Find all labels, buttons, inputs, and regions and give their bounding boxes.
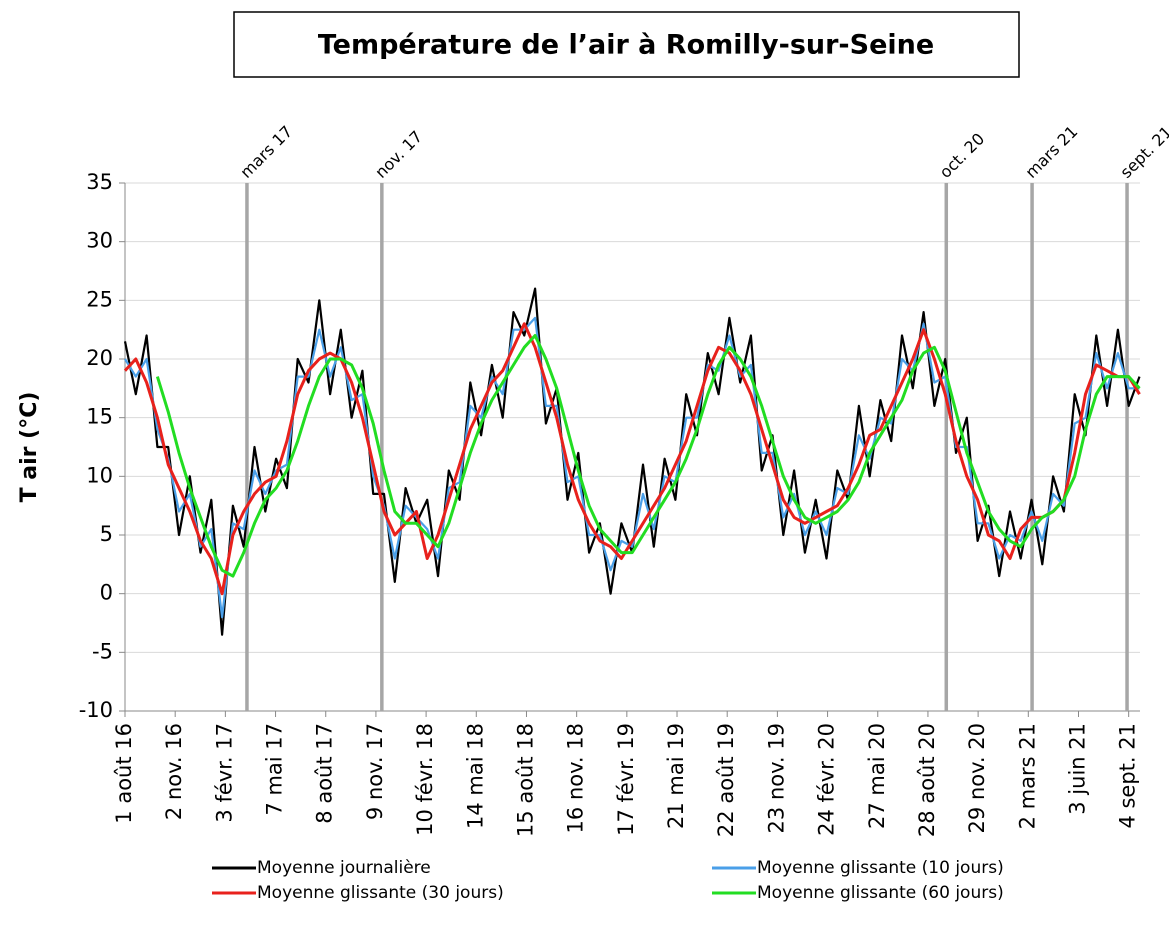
event-label: sept. 21 xyxy=(1116,122,1169,181)
x-tick-label: 27 mai 20 xyxy=(865,723,889,829)
x-tick-label: 14 mai 18 xyxy=(463,723,487,829)
title-box xyxy=(233,11,1020,78)
event-label: nov. 17 xyxy=(371,127,426,182)
series-line xyxy=(123,322,1141,596)
x-tick-label: 16 nov. 18 xyxy=(564,723,588,833)
y-tick-label: -5 xyxy=(92,639,113,663)
y-tick-label: 15 xyxy=(86,405,113,429)
x-tick-label: 24 févr. 20 xyxy=(815,723,839,836)
y-tick-label: 5 xyxy=(100,522,113,546)
event-label: mars 21 xyxy=(1021,122,1081,182)
y-tick-label: 20 xyxy=(86,346,113,370)
legend-label: Moyenne journalière xyxy=(257,858,431,878)
x-tick-label: 9 nov. 17 xyxy=(363,723,387,820)
x-tick-label: 10 févr. 18 xyxy=(413,723,437,836)
y-tick-label: -10 xyxy=(79,698,113,722)
x-tick-label: 17 févr. 19 xyxy=(614,723,638,836)
x-tick-label: 2 nov. 16 xyxy=(162,723,186,820)
legend-label: Moyenne glissante (60 jours) xyxy=(757,883,1004,903)
x-tick-label: 3 juin 21 xyxy=(1065,723,1089,815)
y-tick-label: 0 xyxy=(100,581,113,605)
legend-label: Moyenne glissante (10 jours) xyxy=(757,858,1004,878)
y-tick-label: 30 xyxy=(86,229,113,253)
y-tick-label: 25 xyxy=(86,287,113,311)
chart-title: Température de l’air à Romilly-sur-Seine xyxy=(318,30,934,61)
x-tick-label: 3 févr. 17 xyxy=(212,723,236,823)
x-tick-label: 1 août 16 xyxy=(112,723,136,824)
x-tick-label: 29 nov. 20 xyxy=(965,723,989,833)
y-tick-label: 35 xyxy=(86,170,113,194)
x-tick-label: 7 mai 17 xyxy=(263,723,287,816)
x-tick-label: 2 mars 21 xyxy=(1015,723,1039,829)
series-line xyxy=(155,334,1141,578)
legend-label: Moyenne glissante (30 jours) xyxy=(257,883,504,903)
x-tick-label: 21 mai 19 xyxy=(664,723,688,829)
event-label: mars 17 xyxy=(236,122,296,182)
series-line xyxy=(123,287,1141,636)
x-tick-label: 4 sept. 21 xyxy=(1116,723,1140,829)
x-tick-label: 15 août 18 xyxy=(513,723,537,837)
x-tick-label: 8 août 17 xyxy=(313,723,337,824)
x-tick-label: 28 août 20 xyxy=(915,723,939,837)
series-line xyxy=(124,316,1140,619)
x-tick-label: 22 août 19 xyxy=(714,723,738,837)
event-label: oct. 20 xyxy=(936,129,989,182)
x-tick-label: 23 nov. 19 xyxy=(764,723,788,833)
y-axis-label: T air (°C) xyxy=(17,392,42,503)
y-tick-label: 10 xyxy=(86,463,113,487)
